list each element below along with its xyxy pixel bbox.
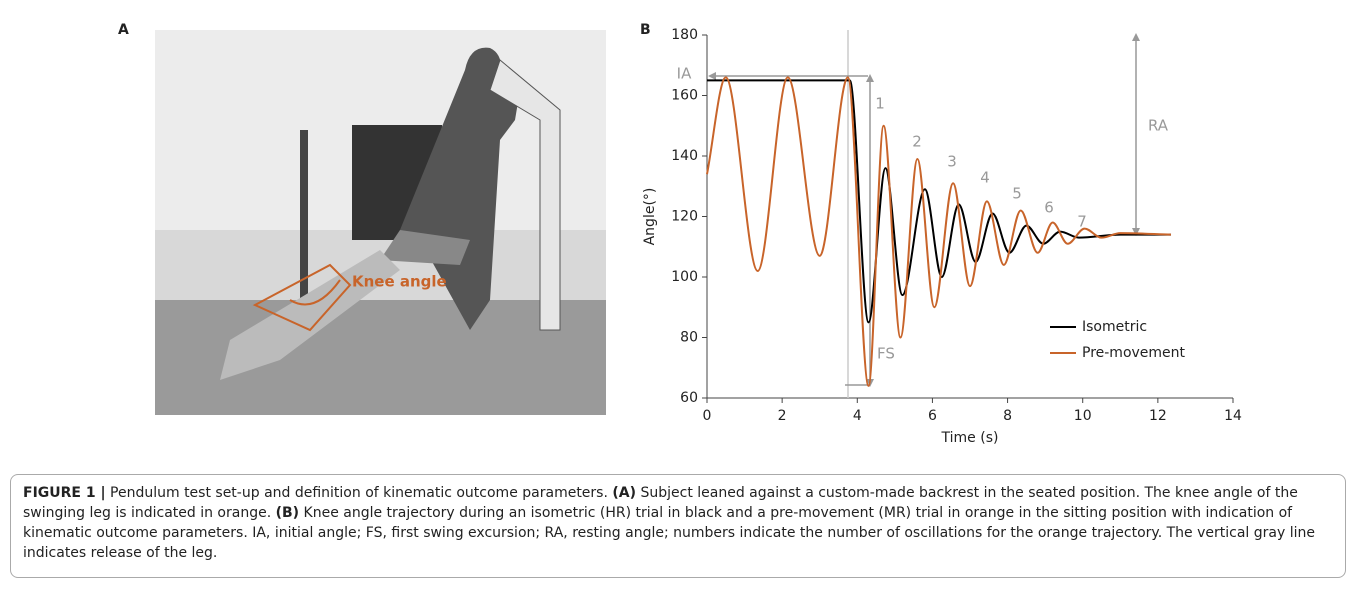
arrowhead: [708, 72, 716, 80]
y-tick-label: 180: [671, 27, 698, 43]
panel-label: B: [640, 22, 651, 38]
caption-text: Subject leaned against a custom-made bac…: [23, 485, 1298, 521]
y-tick-label: 140: [671, 148, 698, 164]
legend-label: Pre-movement: [1082, 345, 1186, 361]
y-tick-label: 60: [680, 390, 698, 406]
knee-angle-label: Knee angle: [352, 273, 447, 291]
annotation: 7: [1077, 213, 1087, 231]
annotation: IA: [677, 65, 692, 83]
x-tick-label: 2: [778, 408, 787, 424]
annotation: 1: [875, 95, 885, 113]
y-axis-label: Angle(°): [642, 188, 658, 246]
x-tick-label: 14: [1224, 408, 1242, 424]
annotation: RA: [1148, 117, 1169, 135]
y-tick-label: 160: [671, 88, 698, 104]
caption-label: (A): [612, 485, 637, 501]
x-tick-label: 4: [853, 408, 862, 424]
y-tick-label: 120: [671, 209, 698, 225]
panel-label: A: [118, 22, 129, 38]
caption-label: (B): [275, 505, 300, 521]
series-line: [706, 76, 1172, 387]
x-tick-label: 8: [1003, 408, 1012, 424]
caption: FIGURE 1 | Pendulum test set-up and defi…: [10, 474, 1346, 578]
caption-text: Knee angle trajectory during an isometri…: [23, 505, 1315, 561]
caption-text: Pendulum test set-up and definition of k…: [105, 485, 613, 501]
annotation: 2: [912, 133, 922, 151]
x-tick-label: 6: [928, 408, 937, 424]
annotation: 5: [1012, 185, 1022, 203]
y-tick-label: 100: [671, 269, 698, 285]
x-tick-label: 12: [1149, 408, 1167, 424]
y-tick-label: 80: [680, 330, 698, 346]
x-tick-label: 10: [1074, 408, 1092, 424]
annotation: 6: [1044, 199, 1054, 217]
x-tick-label: 0: [703, 408, 712, 424]
legend-label: Isometric: [1082, 319, 1147, 335]
annotation: 4: [980, 169, 990, 187]
annotation: 3: [947, 153, 957, 171]
caption-label: FIGURE 1 |: [23, 485, 106, 501]
x-axis-label: Time (s): [941, 430, 999, 446]
photo: Knee angle: [155, 30, 606, 415]
annotation: FS: [877, 345, 895, 363]
figure: A Knee angle B 60 80 100 120 140 160 180 0 2 4 6 8 1…: [118, 22, 1242, 446]
